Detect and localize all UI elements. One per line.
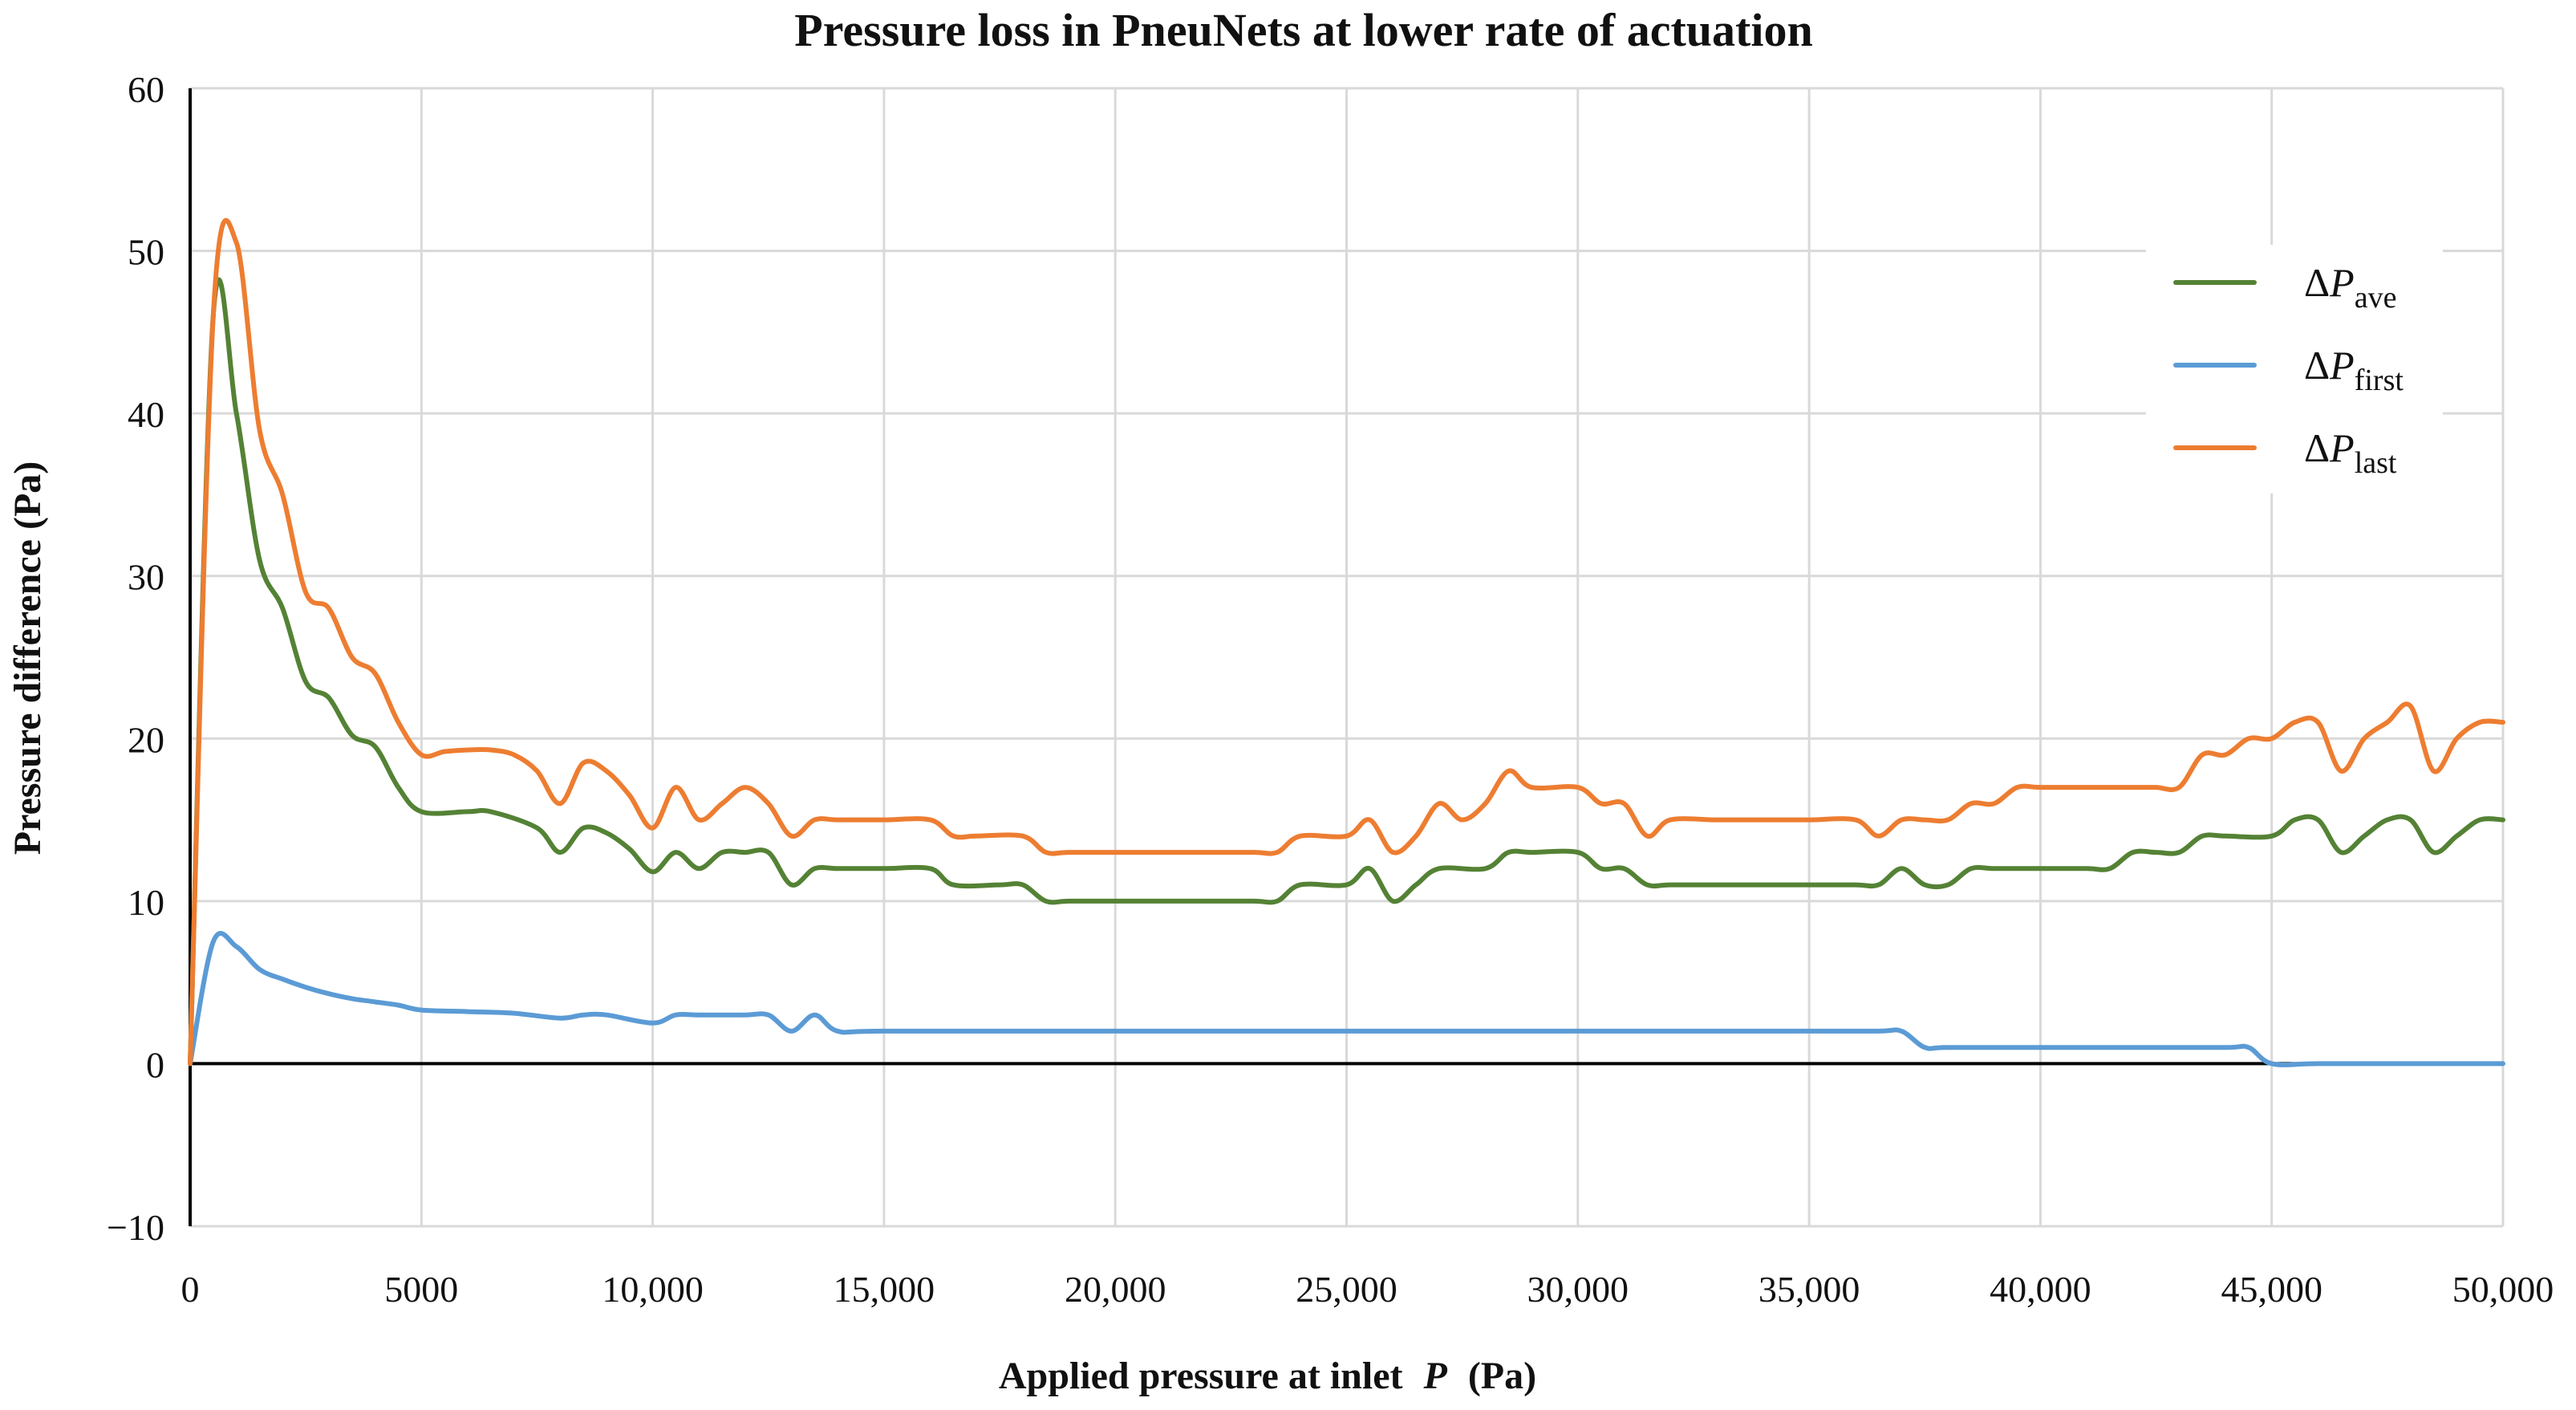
legend-label-variable: P (2329, 260, 2355, 305)
x-tick-label: 30,000 (1527, 1269, 1629, 1310)
y-tick-label: 10 (128, 882, 164, 923)
legend-label-main: Δ (2304, 425, 2330, 470)
x-tick-label: 45,000 (2221, 1269, 2322, 1310)
x-axis-label: Applied pressure at inlet P (Pa) (999, 1355, 1536, 1397)
x-axis-label-unit: (Pa) (1468, 1355, 1536, 1397)
legend-box (2146, 245, 2443, 494)
legend-label-variable: P (2329, 343, 2355, 388)
x-tick-label: 15,000 (834, 1269, 935, 1310)
x-tick-label: 0 (181, 1269, 200, 1310)
y-tick-label: 0 (146, 1044, 164, 1085)
y-tick-label: 50 (128, 232, 164, 273)
series-lines (188, 217, 2505, 1067)
legend-label-last: ΔPlast (2304, 425, 2397, 480)
series-line-first (188, 931, 2505, 1067)
x-tick-labels: 0 5000 10,000 15,000 20,000 25,000 30,000 35,00… (181, 1269, 2554, 1310)
legend-label-subscript: first (2355, 364, 2404, 397)
y-axis-label: Pressure difference (Pa) (6, 461, 49, 855)
y-tick-label: 60 (128, 69, 164, 110)
legend-label-subscript: ave (2355, 281, 2397, 315)
chart-title: Pressure loss in PneuNets at lower rate … (794, 4, 1812, 56)
x-axis-label-text: Applied pressure at inlet (999, 1355, 1403, 1397)
x-tick-label: 25,000 (1296, 1269, 1398, 1310)
y-tick-labels: −10 0 10 20 30 40 50 60 (107, 69, 164, 1248)
x-tick-label: 5000 (384, 1269, 458, 1310)
y-tick-label: 40 (128, 394, 164, 435)
legend-label-ave: ΔPave (2304, 260, 2396, 315)
series-line-last (188, 217, 2505, 1067)
legend-label-first: ΔPfirst (2304, 343, 2404, 397)
grid-lines (190, 87, 2505, 1228)
x-axis-label-variable: P (1422, 1355, 1447, 1397)
series-line-ave (188, 277, 2505, 1067)
x-tick-label: 40,000 (1990, 1269, 2091, 1310)
x-tick-label: 35,000 (1759, 1269, 1860, 1310)
legend-label-subscript: last (2355, 446, 2397, 480)
y-tick-label: −10 (107, 1207, 164, 1248)
y-tick-label: 30 (128, 557, 164, 598)
legend-label-main: Δ (2304, 343, 2330, 388)
x-tick-label: 10,000 (602, 1269, 704, 1310)
legend-label-main: Δ (2304, 260, 2330, 305)
legend-label-variable: P (2329, 425, 2355, 470)
y-tick-label: 20 (128, 719, 164, 760)
x-tick-label: 50,000 (2452, 1269, 2554, 1310)
x-tick-label: 20,000 (1065, 1269, 1166, 1310)
